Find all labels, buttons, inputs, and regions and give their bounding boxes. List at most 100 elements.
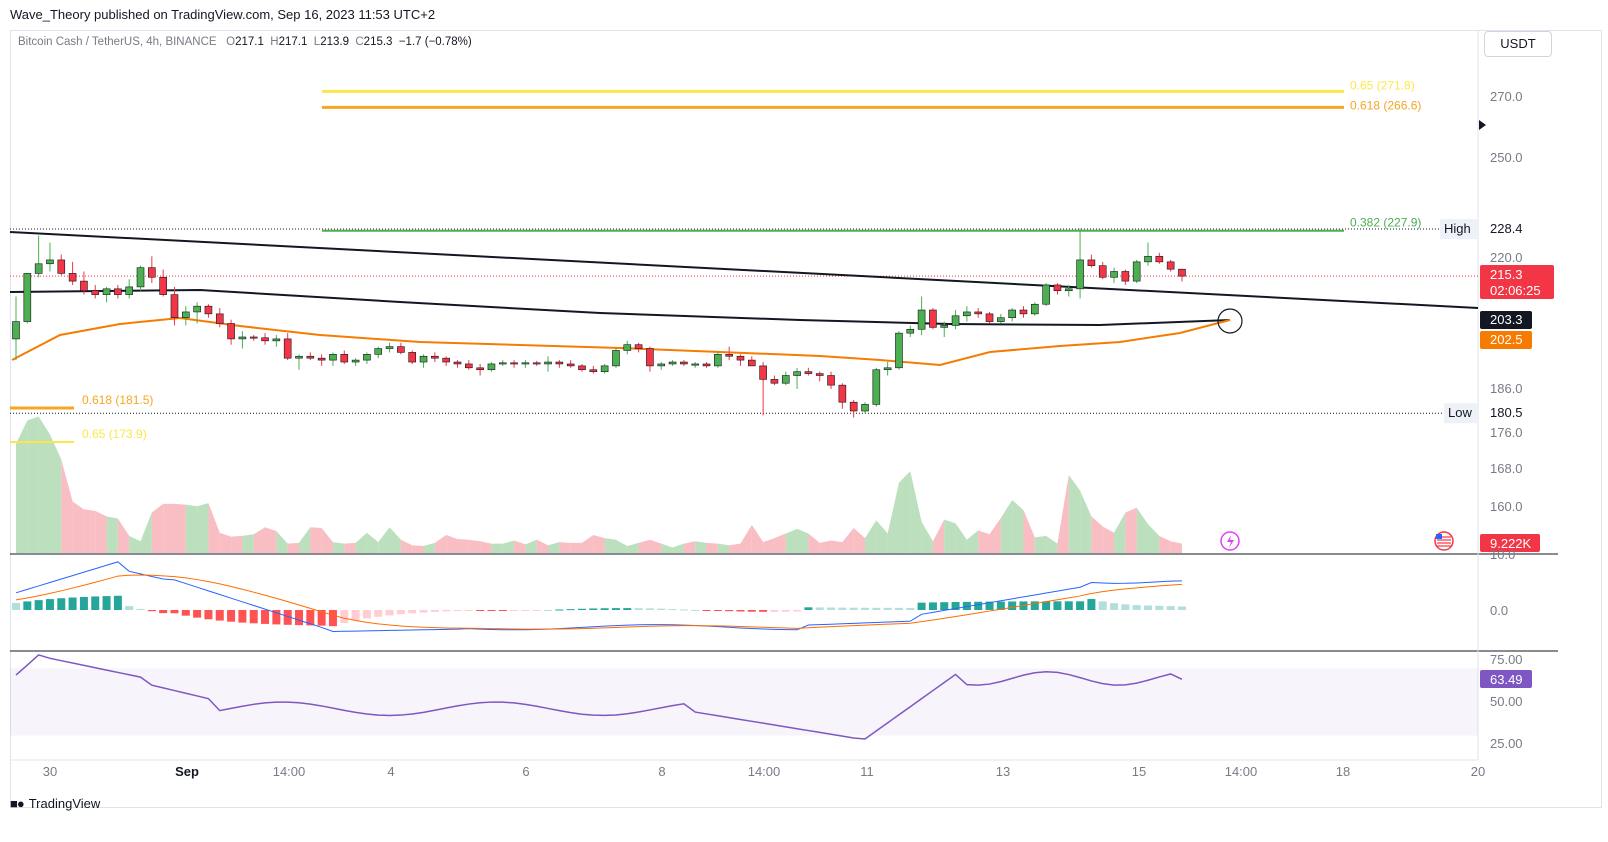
volume-area-segment <box>332 542 345 553</box>
volume-area-segment <box>61 459 73 553</box>
macd-histogram-bar <box>442 610 451 612</box>
candle <box>510 360 518 368</box>
volume-area-segment <box>502 540 515 553</box>
macd-histogram-bar <box>623 608 632 610</box>
candle <box>725 346 733 361</box>
fib-0618-label-right: 0.618 (266.6) <box>1350 98 1421 112</box>
candle <box>714 352 722 368</box>
volume-area-segment <box>95 510 107 553</box>
candle-body <box>804 371 813 374</box>
candle-body <box>849 401 858 412</box>
high-label: H <box>270 36 279 48</box>
candle-body <box>329 354 337 361</box>
volume-area-segment <box>1091 516 1103 553</box>
candle <box>363 352 371 364</box>
open-value: 217.1 <box>235 36 264 48</box>
volume-area-segment <box>1000 499 1013 553</box>
candle-body <box>306 355 315 359</box>
volume-area-segment <box>989 517 1001 553</box>
candle <box>182 306 190 326</box>
quote-currency-button[interactable]: USDT <box>1484 31 1552 57</box>
scroll-right-arrow-icon <box>1479 120 1486 130</box>
candle <box>408 350 417 364</box>
candle <box>951 310 960 330</box>
volume-area-segment <box>163 503 175 553</box>
time-axis-tick: 4 <box>387 764 394 779</box>
time-axis-tick: 18 <box>1336 764 1350 779</box>
candle-body <box>442 357 450 363</box>
candle <box>453 360 462 368</box>
macd-histogram-bar <box>713 610 722 611</box>
candle-body <box>397 346 405 353</box>
candle <box>1008 308 1016 322</box>
time-axis-tick: 15 <box>1132 764 1146 779</box>
candle-body <box>1098 265 1107 278</box>
candle <box>963 306 971 322</box>
volume-area-segment <box>72 501 84 553</box>
candle <box>1076 228 1084 299</box>
macd-histogram-bar <box>1121 604 1130 610</box>
candle <box>317 354 326 366</box>
price-axis-tick: 176.0 <box>1490 425 1523 440</box>
volume-area-segment <box>548 542 560 553</box>
candle <box>464 360 473 370</box>
low-value: 213.9 <box>320 36 349 48</box>
candle <box>680 360 688 366</box>
price-axis-tick: 220.0 <box>1490 250 1523 265</box>
candle-body <box>12 321 20 340</box>
macd-histogram-bar <box>962 601 971 610</box>
candle-body <box>1132 261 1141 282</box>
macd-histogram-bar <box>578 608 586 610</box>
volume-area-segment <box>695 541 707 553</box>
macd-histogram-bar <box>385 610 394 616</box>
candle <box>102 286 111 303</box>
bar-countdown: 02:06:25 <box>1490 283 1541 298</box>
candle <box>997 313 1005 324</box>
candle <box>736 354 745 366</box>
macd-histogram-bar <box>1132 605 1141 610</box>
volume-area-segment <box>514 540 526 553</box>
macd-histogram-bar <box>974 601 983 610</box>
volume-area-segment <box>412 545 424 553</box>
volume-area-segment <box>400 539 413 553</box>
candle <box>351 358 360 366</box>
macd-histogram-bar <box>283 610 292 625</box>
candle <box>23 273 32 324</box>
volume-area-segment <box>16 420 28 553</box>
candle-body <box>736 355 745 361</box>
macd-histogram-bar <box>396 610 405 615</box>
candle-body <box>215 313 224 324</box>
rsi-tag <box>1480 670 1532 688</box>
candle <box>1178 268 1186 282</box>
candle-body <box>646 348 654 367</box>
candle-body <box>238 336 247 340</box>
volume-area-segment <box>117 518 130 553</box>
candle-body <box>1008 309 1016 319</box>
volume-area-segment <box>434 535 447 553</box>
footer-brand-text: TradingView <box>28 796 101 811</box>
candle-body <box>261 337 269 342</box>
candle-body <box>431 355 439 359</box>
volume-area-segment <box>49 434 62 553</box>
time-axis-tick: 6 <box>522 764 529 779</box>
high-value: 217.1 <box>278 36 308 48</box>
macd-histogram-bar <box>1087 599 1096 610</box>
rsi-line <box>15 654 1183 740</box>
macd-histogram-bar <box>883 607 892 610</box>
macd-histogram-bar <box>849 607 858 610</box>
volume-area-segment <box>321 528 333 553</box>
candle <box>397 342 405 355</box>
macd-histogram-bar <box>555 609 564 611</box>
rsi-tag-value: 63.49 <box>1490 672 1523 687</box>
volume-area-segment <box>1159 535 1171 553</box>
macd-histogram-bar <box>419 610 428 613</box>
candle-body <box>781 375 790 384</box>
candle <box>793 367 801 389</box>
sma-tag-value: 203.3 <box>1490 312 1523 327</box>
candle <box>1098 261 1107 280</box>
candle <box>1166 259 1175 272</box>
macd-histogram-bar <box>1042 601 1051 610</box>
candle-body <box>487 363 496 371</box>
publisher-line: Wave_Theory published on TradingView.com… <box>10 7 436 22</box>
